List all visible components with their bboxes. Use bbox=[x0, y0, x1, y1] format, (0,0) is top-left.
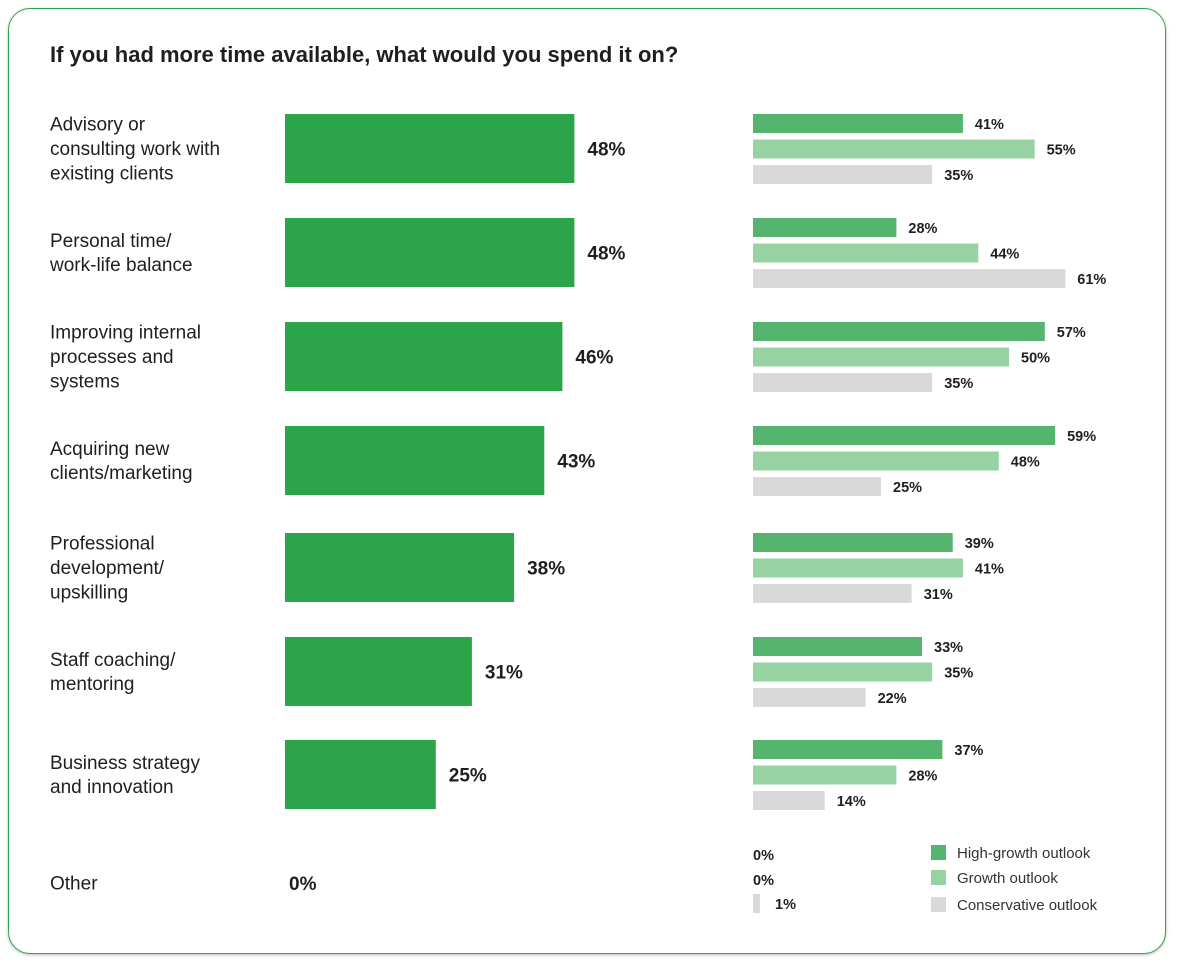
overall-bar bbox=[285, 740, 436, 809]
segment-value-label: 25% bbox=[893, 480, 922, 496]
segment-bar bbox=[753, 688, 866, 707]
category-label-line: Improving internal bbox=[50, 323, 201, 344]
segment-value-label: 1% bbox=[775, 897, 796, 913]
category-label-line: clients/marketing bbox=[50, 463, 193, 484]
segment-value-label: 50% bbox=[1021, 351, 1050, 367]
overall-value-label: 48% bbox=[587, 244, 625, 265]
segment-bar bbox=[753, 451, 999, 471]
category-label-line: and innovation bbox=[50, 777, 174, 798]
category-label: Advisory or consulting work with existing … bbox=[50, 115, 220, 185]
category-label: Acquiring new clients/marketing bbox=[50, 439, 193, 484]
segment-value-label: 28% bbox=[908, 221, 937, 237]
legend-label: Conservative outlook bbox=[957, 897, 1098, 914]
segment-value-label: 22% bbox=[878, 691, 907, 707]
category-label-line: Other bbox=[50, 874, 98, 895]
segment-value-label: 41% bbox=[975, 117, 1004, 133]
segment-value-label: 55% bbox=[1047, 143, 1076, 159]
overall-bar bbox=[285, 637, 472, 706]
segment-bar bbox=[753, 165, 933, 184]
segment-bar bbox=[753, 373, 933, 392]
segment-value-label: 48% bbox=[1011, 455, 1040, 471]
segment-bar bbox=[753, 791, 825, 810]
category-label-line: mentoring bbox=[50, 674, 135, 695]
segment-value-label: 31% bbox=[924, 587, 953, 603]
segment-value-label: 41% bbox=[975, 562, 1004, 578]
segment-bar bbox=[753, 637, 922, 656]
legend-label: High-growth outlook bbox=[957, 845, 1091, 862]
overall-value-label: 43% bbox=[557, 452, 595, 473]
segment-value-label: 39% bbox=[965, 536, 994, 552]
overall-bar bbox=[285, 533, 515, 602]
overall-bar bbox=[285, 114, 575, 183]
segment-bar bbox=[753, 477, 881, 496]
segment-value-label: 59% bbox=[1067, 429, 1096, 445]
overall-bar bbox=[285, 322, 563, 391]
category-label-line: existing clients bbox=[50, 163, 174, 184]
segment-bar bbox=[753, 584, 912, 603]
category-label-line: work-life balance bbox=[49, 255, 193, 276]
segment-bar bbox=[753, 765, 897, 785]
segment-bar bbox=[753, 894, 760, 913]
category-label-line: processes and bbox=[50, 347, 174, 368]
category-label: Business strategy and innovation bbox=[50, 753, 200, 798]
segment-bar bbox=[753, 533, 953, 552]
overall-value-label: 38% bbox=[527, 559, 565, 580]
segment-value-label: 44% bbox=[990, 247, 1019, 263]
segment-value-label: 35% bbox=[944, 168, 973, 184]
segment-bar bbox=[753, 322, 1045, 341]
legend-label: Growth outlook bbox=[957, 870, 1058, 887]
segment-bar bbox=[753, 662, 933, 682]
legend-swatch bbox=[931, 897, 946, 912]
category-label-line: consulting work with bbox=[50, 139, 220, 160]
category-label-line: Acquiring new bbox=[50, 439, 170, 460]
segment-bar bbox=[753, 243, 979, 263]
category-label: Professional development/upskilling bbox=[50, 534, 165, 604]
category-label-line: systems bbox=[50, 371, 120, 392]
segment-value-label: 61% bbox=[1077, 272, 1106, 288]
segment-bar bbox=[753, 347, 1009, 367]
overall-value-label: 46% bbox=[575, 348, 613, 369]
overall-bar bbox=[285, 426, 545, 495]
chart-card bbox=[8, 8, 1166, 954]
segment-bar bbox=[753, 558, 963, 578]
segment-value-label: 37% bbox=[954, 743, 983, 759]
overall-value-label: 31% bbox=[485, 663, 523, 684]
overall-bar bbox=[285, 218, 575, 287]
segment-value-label: 33% bbox=[934, 640, 963, 656]
segment-bar bbox=[753, 114, 963, 133]
category-label-line: Business strategy bbox=[50, 753, 200, 774]
category-label-line: development/ bbox=[50, 558, 165, 579]
segment-bar bbox=[753, 139, 1035, 159]
legend-swatch bbox=[931, 845, 946, 860]
category-label: Other bbox=[50, 874, 98, 895]
category-label: Personal time/work-life balance bbox=[49, 231, 193, 276]
chart-title: If you had more time available, what wou… bbox=[50, 42, 679, 67]
category-label-line: Advisory or bbox=[50, 115, 146, 136]
segment-value-label: 0% bbox=[753, 848, 774, 864]
category-label-line: upskilling bbox=[50, 582, 128, 603]
category-label-line: Staff coaching/ bbox=[50, 650, 176, 671]
segment-value-label: 35% bbox=[944, 376, 973, 392]
segment-value-label: 28% bbox=[908, 769, 937, 785]
segment-bar bbox=[753, 269, 1066, 288]
legend-swatch bbox=[931, 870, 946, 885]
segment-value-label: 14% bbox=[837, 794, 866, 810]
overall-value-label: 48% bbox=[587, 140, 625, 161]
overall-value-label: 25% bbox=[449, 766, 487, 787]
category-label: Improving internal processes and systems bbox=[50, 323, 201, 393]
segment-value-label: 35% bbox=[944, 666, 973, 682]
segment-bar bbox=[753, 740, 943, 759]
category-label: Staff coaching/mentoring bbox=[50, 650, 176, 695]
segment-bar bbox=[753, 218, 897, 237]
segment-value-label: 0% bbox=[753, 873, 774, 889]
category-label-line: Personal time/ bbox=[50, 231, 172, 252]
segment-value-label: 57% bbox=[1057, 325, 1086, 341]
segment-bar bbox=[753, 426, 1056, 445]
overall-value-label: 0% bbox=[289, 874, 317, 895]
category-label-line: Professional bbox=[50, 534, 155, 555]
